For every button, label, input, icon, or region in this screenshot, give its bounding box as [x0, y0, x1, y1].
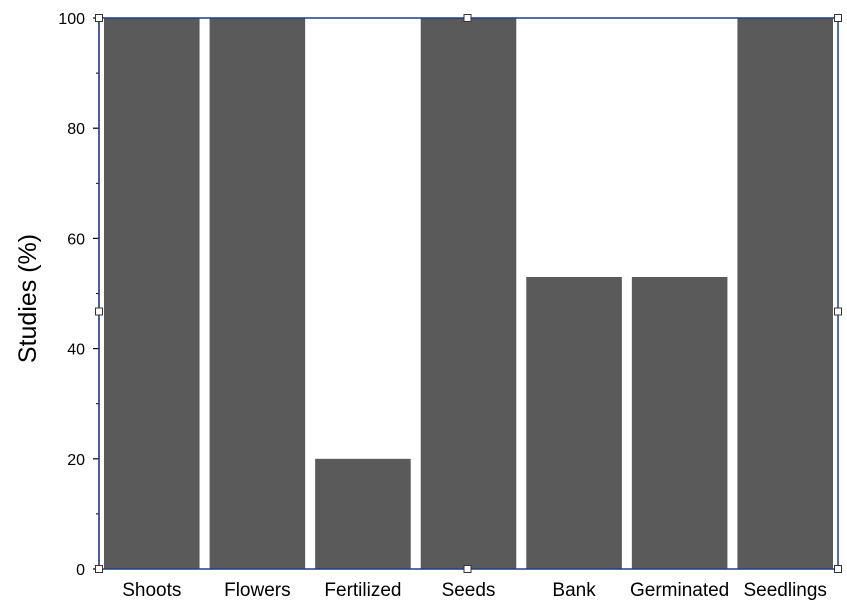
bar-shoots: [104, 18, 200, 569]
x-tick-label: Seeds: [442, 580, 496, 600]
y-tick-label: 0: [76, 562, 85, 579]
bar-fertilized: [315, 458, 411, 569]
bars-group: [104, 18, 833, 569]
bar-germinated: [631, 276, 728, 569]
resize-handle[interactable]: [834, 307, 842, 316]
resize-handle[interactable]: [834, 14, 842, 22]
y-tick-label: 80: [67, 121, 85, 138]
bar-bank: [526, 276, 622, 569]
x-tick-label: Seedlings: [743, 580, 826, 600]
y-tick-label: 40: [67, 342, 85, 359]
x-axis-labels: Shoots Flowers Fertilized Seeds Bank Germinat…: [122, 580, 827, 600]
x-tick-label: Shoots: [122, 580, 181, 600]
y-tick-label: 100: [58, 11, 85, 28]
x-tick-label: Bank: [552, 580, 596, 600]
resize-handle[interactable]: [95, 14, 103, 22]
x-tick-label: Germinated: [630, 580, 729, 600]
resize-handle[interactable]: [95, 307, 103, 316]
resize-handle[interactable]: [463, 565, 472, 573]
y-tick-label: 20: [67, 452, 85, 469]
x-tick-label: Flowers: [224, 580, 291, 600]
bar-flowers: [209, 18, 306, 569]
x-tick-label: Fertilized: [324, 580, 401, 600]
resize-handle[interactable]: [463, 14, 472, 22]
y-tick-label: 60: [67, 231, 85, 248]
selection-handles[interactable]: [95, 14, 842, 573]
y-axis-title: Studies (%): [14, 234, 42, 363]
resize-handle[interactable]: [834, 565, 842, 573]
bar-seeds: [420, 18, 517, 569]
resize-handle[interactable]: [95, 565, 103, 573]
bar-seedlings: [737, 18, 833, 569]
y-axis: 0 20 40 60 80 100: [58, 11, 100, 579]
